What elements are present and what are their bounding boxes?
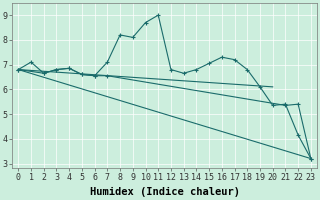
X-axis label: Humidex (Indice chaleur): Humidex (Indice chaleur) xyxy=(90,187,240,197)
